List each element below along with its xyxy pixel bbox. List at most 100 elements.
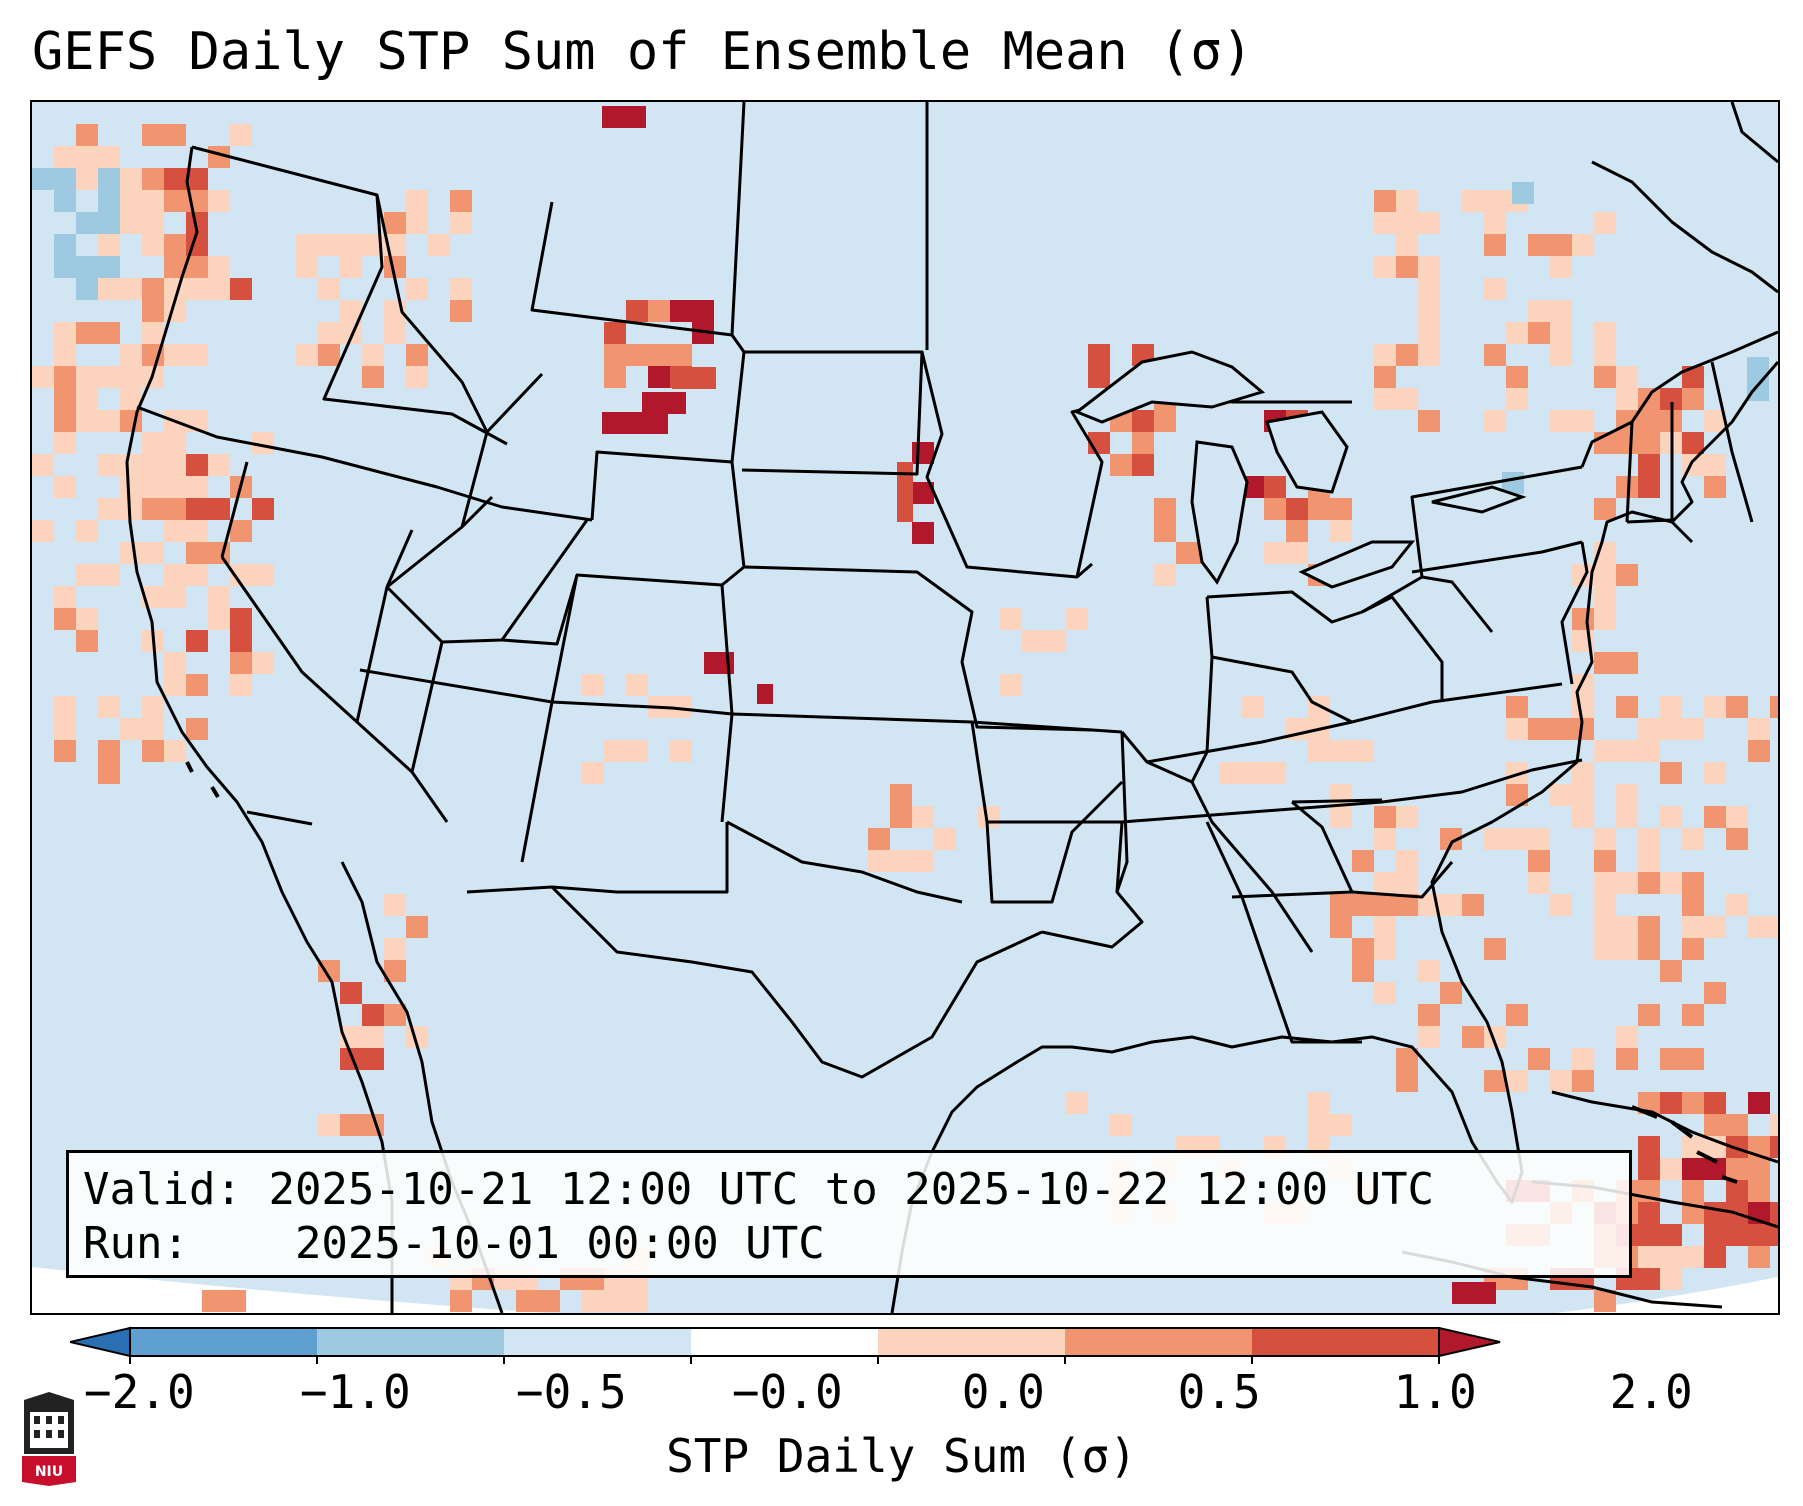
anomaly-cell [98, 190, 120, 212]
anomaly-cell [1572, 718, 1594, 740]
anomaly-cell [384, 212, 406, 234]
anomaly-cell [1484, 1070, 1506, 1092]
anomaly-cell [1616, 696, 1638, 718]
anomaly-cell [1374, 872, 1396, 894]
anomaly-cell [54, 586, 76, 608]
anomaly-cell [384, 960, 406, 982]
anomaly-cell [1396, 1070, 1418, 1092]
anomaly-cell [1616, 564, 1638, 586]
anomaly-cell [186, 454, 208, 476]
anomaly-cell [1660, 1224, 1682, 1246]
anomaly-cell [54, 410, 76, 432]
anomaly-cell [1616, 916, 1638, 938]
anomaly-cell [1550, 1070, 1572, 1092]
anomaly-cell [1594, 1290, 1616, 1312]
anomaly-cell [208, 256, 230, 278]
anomaly-cell [1484, 278, 1506, 300]
anomaly-cell [1660, 762, 1682, 784]
anomaly-cell [1594, 938, 1616, 960]
anomaly-cell [1704, 1158, 1726, 1180]
anomaly-cell [1528, 872, 1550, 894]
anomaly-cell [296, 256, 318, 278]
anomaly-cell [1440, 982, 1462, 1004]
anomaly-cell [318, 960, 340, 982]
anomaly-cell [1594, 894, 1616, 916]
anomaly-cell [76, 322, 98, 344]
anomaly-cell [1308, 498, 1330, 520]
anomaly-cell [1594, 916, 1616, 938]
anomaly-cell [1418, 322, 1440, 344]
anomaly-cell [164, 454, 186, 476]
anomaly-cell [98, 366, 120, 388]
anomaly-cell [1242, 762, 1264, 784]
anomaly-cell [1572, 234, 1594, 256]
anomaly-cell [1616, 806, 1638, 828]
anomaly-cell [1484, 190, 1506, 212]
anomaly-cell [582, 762, 604, 784]
anomaly-cell [1352, 850, 1374, 872]
anomaly-cell [602, 412, 668, 434]
anomaly-cell [1594, 498, 1616, 520]
anomaly-cell [54, 740, 76, 762]
anomaly-cell [164, 652, 186, 674]
anomaly-cell [1682, 432, 1704, 454]
anomaly-cell [1704, 696, 1726, 718]
anomaly-cell [406, 212, 428, 234]
anomaly-cell [340, 256, 362, 278]
anomaly-cell [186, 630, 208, 652]
anomaly-cell [1572, 784, 1594, 806]
anomaly-cell [1572, 806, 1594, 828]
anomaly-cell [32, 168, 54, 190]
anomaly-cell [626, 344, 648, 366]
anomaly-cell [1748, 718, 1770, 740]
anomaly-cell [582, 1290, 604, 1312]
anomaly-cell [450, 212, 472, 234]
anomaly-cell [934, 828, 956, 850]
anomaly-cell [142, 300, 164, 322]
anomaly-cell [120, 278, 142, 300]
anomaly-cell [1330, 784, 1352, 806]
anomaly-cell [186, 168, 208, 190]
anomaly-cell [186, 542, 208, 564]
anomaly-cell [98, 410, 120, 432]
anomaly-cell [54, 322, 76, 344]
anomaly-cell [76, 410, 98, 432]
anomaly-cell [1264, 476, 1286, 498]
anomaly-cell [1484, 828, 1506, 850]
anomaly-cell [142, 278, 164, 300]
anomaly-cell [1616, 784, 1638, 806]
anomaly-cell [428, 234, 450, 256]
anomaly-cell [1330, 806, 1352, 828]
anomaly-cell [318, 1114, 340, 1136]
anomaly-cell [1418, 256, 1440, 278]
anomaly-cell [54, 344, 76, 366]
anomaly-cell [1616, 476, 1638, 498]
anomaly-cell [76, 278, 98, 300]
anomaly-cell [208, 542, 230, 564]
anomaly-cell [362, 1004, 384, 1026]
anomaly-cell [76, 168, 98, 190]
anomaly-cell [1594, 366, 1616, 388]
anomaly-cell [120, 388, 142, 410]
anomaly-cell [1374, 938, 1396, 960]
anomaly-cell [1506, 1004, 1528, 1026]
anomaly-cell [120, 498, 142, 520]
anomaly-cell [1396, 872, 1418, 894]
anomaly-cell [1528, 322, 1550, 344]
anomaly-cell [1088, 366, 1110, 388]
anomaly-cell [1506, 718, 1528, 740]
anomaly-cell [1660, 806, 1682, 828]
anomaly-cell [142, 740, 164, 762]
anomaly-cell [1374, 256, 1396, 278]
anomaly-cell [54, 608, 76, 630]
anomaly-cell [1704, 762, 1726, 784]
anomaly-cell [1506, 762, 1528, 784]
anomaly-cell [1000, 674, 1022, 696]
anomaly-cell [1374, 982, 1396, 1004]
anomaly-cell [1660, 872, 1682, 894]
anomaly-cell [1594, 828, 1616, 850]
anomaly-cell [1308, 740, 1330, 762]
anomaly-cell [1452, 1282, 1496, 1304]
anomaly-cell [1594, 212, 1616, 234]
anomaly-cell [670, 300, 692, 322]
